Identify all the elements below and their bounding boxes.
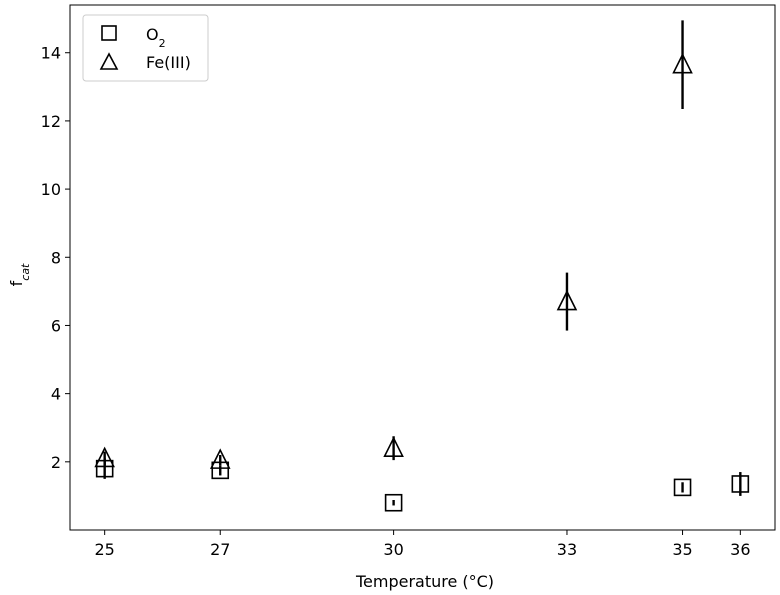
x-tick-label: 36 (730, 540, 750, 559)
y-axis-label-main: f (7, 280, 26, 286)
y-tick-label: 10 (41, 180, 61, 199)
plot-area (69, 4, 776, 531)
y-tick-label: 14 (41, 44, 61, 63)
plot-frame (69, 4, 776, 531)
x-tick-label: 30 (383, 540, 403, 559)
y-tick-label: 4 (51, 385, 61, 404)
data-point-triangle (556, 289, 578, 311)
data-point-square (384, 493, 403, 512)
legend-label-o2: O2 (146, 25, 166, 50)
x-axis-ticks: 25 27 30 33 35 36 (94, 530, 751, 559)
data-point-triangle (672, 52, 693, 74)
y-axis-label-sub: cat (19, 263, 32, 281)
y-tick-label: 2 (51, 453, 61, 472)
legend-triangle-marker (99, 52, 119, 70)
y-tick-label: 6 (51, 316, 61, 335)
legend-label-o2-main: O (146, 25, 159, 44)
x-axis-label: Temperature (°C) (355, 572, 494, 591)
data-point-triangle (94, 446, 115, 468)
y-axis-label: fcat (7, 263, 32, 286)
legend-label-o2-sub: 2 (159, 37, 166, 50)
data-point-square (731, 475, 750, 493)
x-tick-label: 25 (94, 540, 114, 559)
y-axis-ticks: 2 4 6 8 10 12 14 (41, 44, 70, 472)
x-tick-label: 33 (557, 540, 577, 559)
data-point-triangle (209, 448, 231, 469)
y-tick-label: 8 (51, 248, 61, 267)
data-point-triangle (383, 436, 404, 457)
series-layer (94, 20, 750, 512)
x-tick-label: 35 (672, 540, 692, 559)
legend-label-fe3: Fe(III) (146, 53, 191, 72)
legend: O2 Fe(III) (82, 14, 209, 82)
y-tick-label: 12 (41, 112, 61, 131)
data-point-square (673, 478, 692, 497)
x-tick-label: 27 (210, 540, 230, 559)
legend-square-marker (101, 25, 117, 41)
